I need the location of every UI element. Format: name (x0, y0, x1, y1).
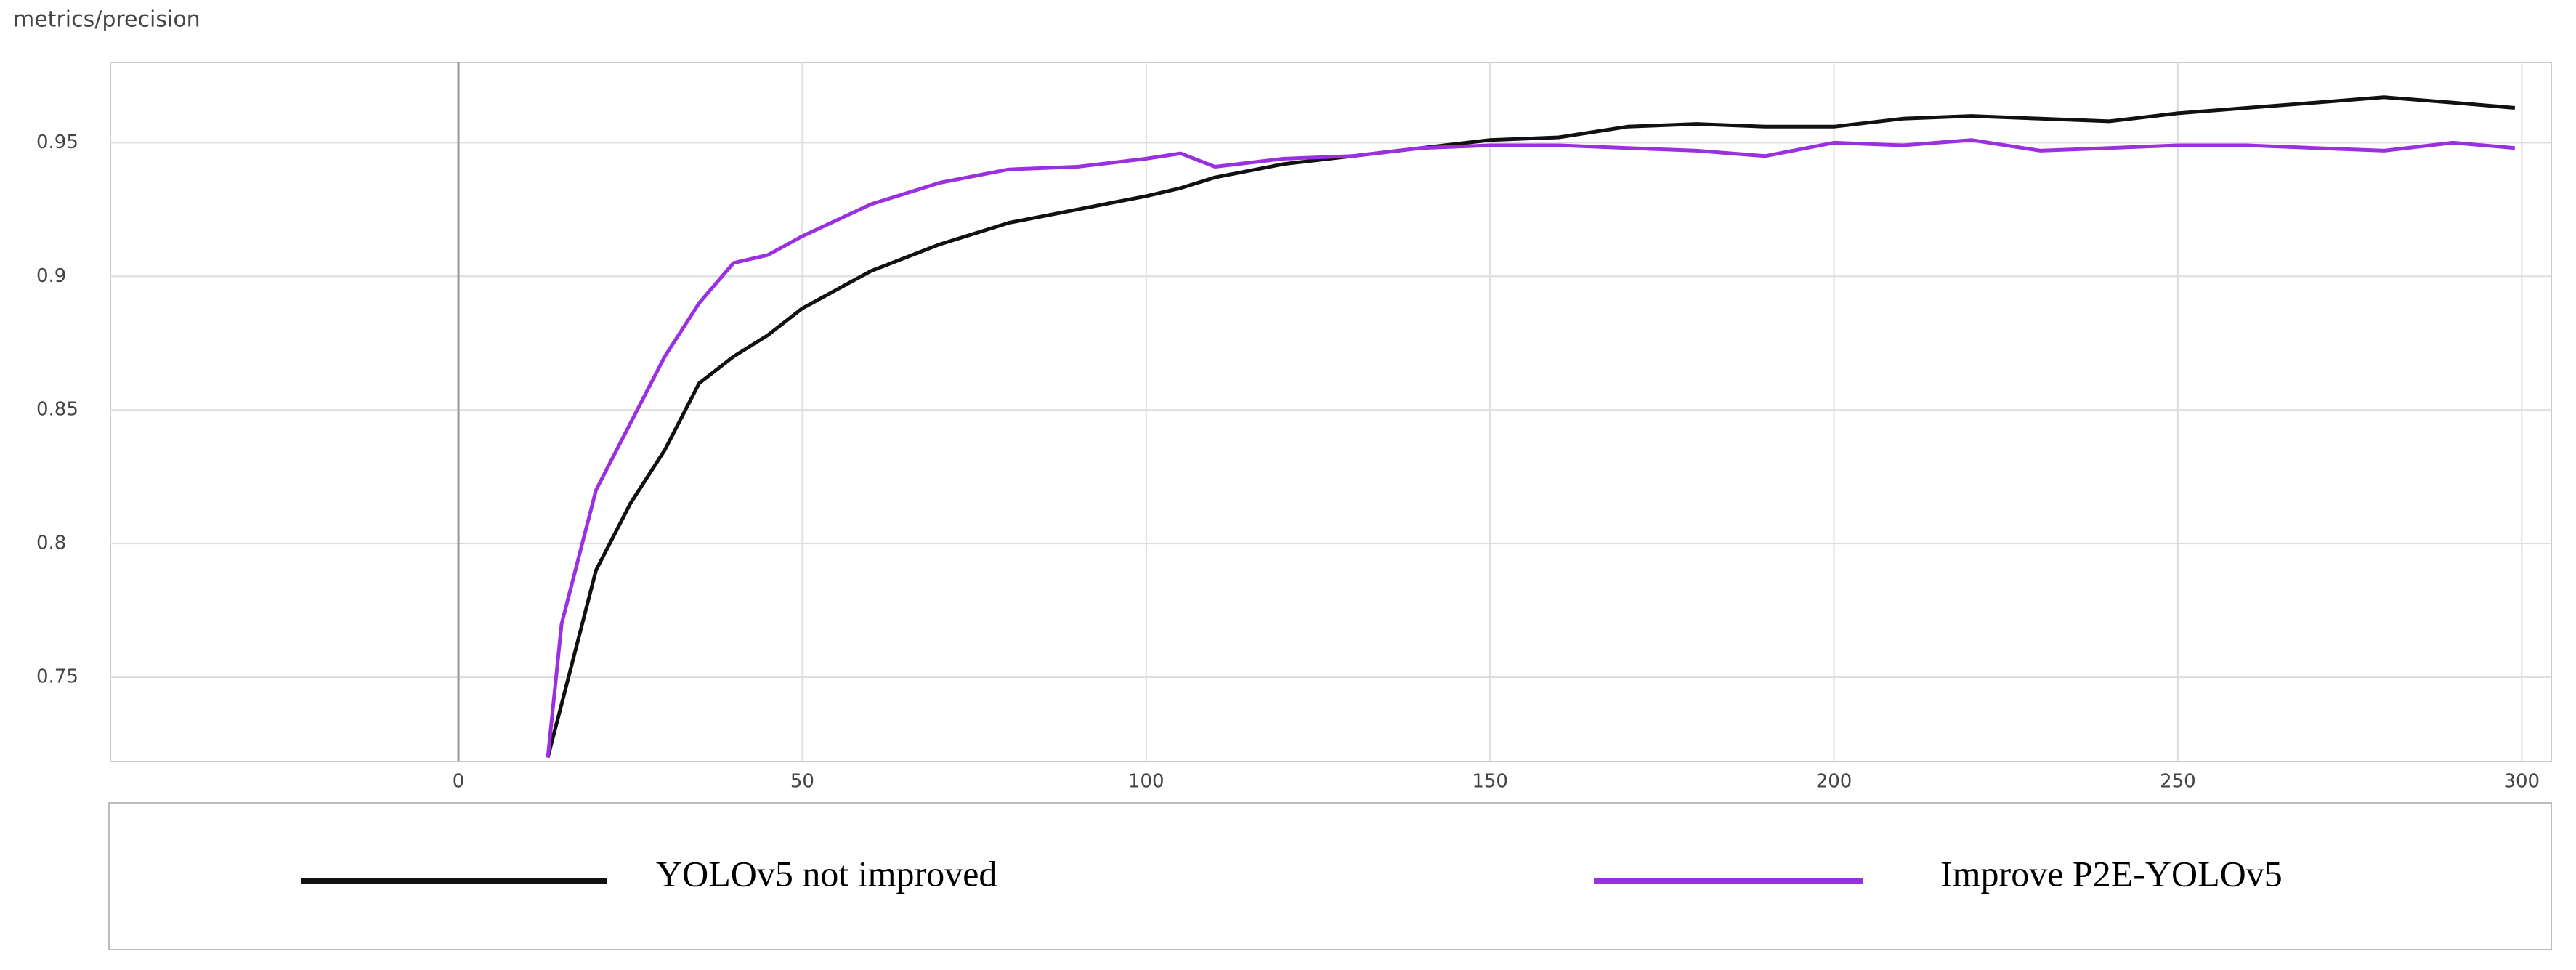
legend: YOLOv5 not improved Improve P2E-YOLOv5 (301, 853, 2283, 894)
legend-label: Improve P2E-YOLOv5 (1940, 853, 2283, 894)
y-tick-label: 0.75 (36, 666, 78, 688)
y-tick-label: 0.9 (36, 265, 66, 287)
x-tick-label: 0 (453, 771, 465, 793)
series-line (546, 95, 2516, 759)
chart-title: metrics/precision (13, 7, 201, 33)
x-tick-label: 300 (2503, 771, 2540, 793)
x-tick-label: 100 (1128, 771, 1165, 793)
x-tick-label: 200 (1816, 771, 1852, 793)
legend-label: YOLOv5 not improved (656, 853, 997, 894)
legend-box (108, 802, 2552, 950)
series-group (546, 95, 2516, 759)
plot-frame (110, 62, 2552, 762)
series-line (546, 138, 2516, 758)
x-tick-label: 150 (1472, 771, 1508, 793)
x-tick-label: 250 (2160, 771, 2196, 793)
x-tick-label: 50 (790, 771, 814, 793)
y-tick-label: 0.95 (36, 132, 78, 153)
grid: 0.75 0.8 0.85 0.9 0.95 0 50 100 150 200 250 300 (36, 62, 2551, 793)
y-tick-label: 0.8 (36, 533, 66, 554)
y-tick-label: 0.85 (36, 399, 78, 421)
